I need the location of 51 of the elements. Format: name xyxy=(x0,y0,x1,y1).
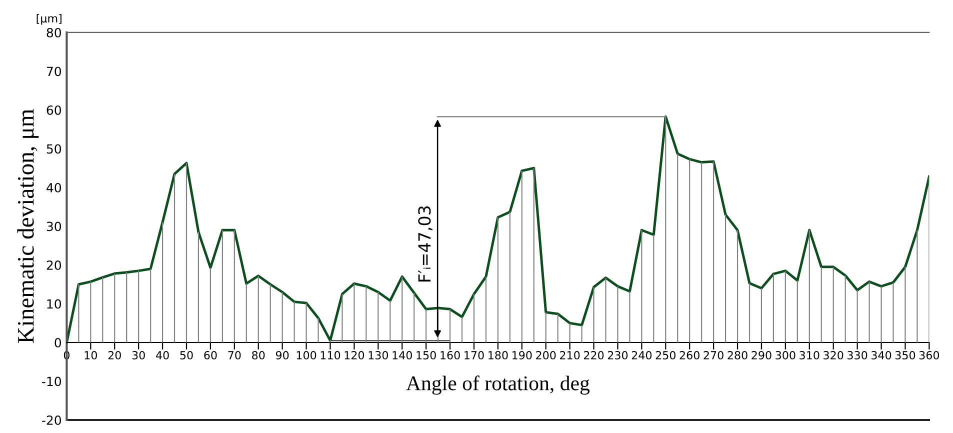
x-tick-label: 270 xyxy=(704,351,724,360)
y-tick-label: 80 xyxy=(46,28,62,38)
y-tick-label: 10 xyxy=(47,299,62,309)
x-tick-label: 90 xyxy=(276,351,289,360)
x-tick-label: 350 xyxy=(895,351,916,360)
x-tick-label: 180 xyxy=(488,351,508,360)
x-tick-label: 100 xyxy=(296,351,316,360)
x-tick-label: 10 xyxy=(84,351,97,360)
x-tick-label: 280 xyxy=(728,351,748,360)
x-tick-label: 340 xyxy=(872,351,892,360)
y-tick-label: 60 xyxy=(46,105,62,115)
x-tick-label: 220 xyxy=(584,351,604,360)
x-tick-label: 160 xyxy=(440,351,460,360)
x-tick-label: 20 xyxy=(108,351,121,360)
x-tick-label: 30 xyxy=(132,351,145,360)
x-tick-label: 260 xyxy=(680,351,700,360)
x-tick-label: 70 xyxy=(228,351,241,360)
x-tick-label: 230 xyxy=(608,351,628,360)
x-axis-title: Angle of rotation, deg xyxy=(406,375,590,395)
x-tick-label: 80 xyxy=(252,351,265,360)
y-tick-label: 20 xyxy=(46,260,62,270)
y-tick-label: -10 xyxy=(42,376,62,386)
x-tick-label: 240 xyxy=(632,351,652,360)
x-tick-label: 330 xyxy=(848,351,868,360)
x-tick-label: 110 xyxy=(320,351,340,360)
text: [μm] xyxy=(36,14,62,25)
y-tick-label: 40 xyxy=(46,182,62,192)
x-tick-label: 50 xyxy=(180,351,193,360)
y-tick-label: -20 xyxy=(42,415,62,425)
x-tick-label: 320 xyxy=(824,351,844,360)
x-tick-label: 60 xyxy=(204,351,217,360)
x-tick-label: 360 xyxy=(919,351,940,360)
annotation: F′ᵢ=47,03 xyxy=(418,206,432,282)
x-tick-label: 150 xyxy=(416,351,436,360)
x-tick-label: 140 xyxy=(392,351,412,360)
y-tick-label: 50 xyxy=(46,144,62,154)
x-tick-label: 120 xyxy=(344,351,364,360)
y-tick-label: 70 xyxy=(46,66,62,76)
x-tick-label: 310 xyxy=(800,351,820,360)
y-tick-label: 30 xyxy=(46,222,62,232)
x-tick-label: 200 xyxy=(536,351,556,360)
x-tick-label: 210 xyxy=(560,351,580,360)
x-tick-label: 40 xyxy=(156,351,169,360)
y-axis-title: Kinematic deviation, μm xyxy=(17,109,39,344)
x-tick-label: 170 xyxy=(464,351,484,360)
x-tick-label: 300 xyxy=(776,351,796,360)
x-tick-label: 190 xyxy=(512,351,532,360)
x-tick-label: 130 xyxy=(368,351,388,360)
x-tick-label: 250 xyxy=(656,351,676,360)
y-tick-label: 0 xyxy=(54,338,62,348)
x-tick-label: 290 xyxy=(752,351,772,360)
